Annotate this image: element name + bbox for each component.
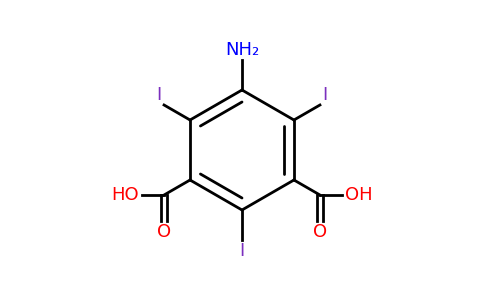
Text: I: I [240, 242, 244, 260]
Text: I: I [322, 85, 328, 103]
Text: I: I [156, 85, 162, 103]
Text: OH: OH [345, 186, 373, 204]
Text: NH₂: NH₂ [225, 40, 259, 58]
Text: O: O [157, 223, 171, 241]
Text: HO: HO [111, 186, 139, 204]
Text: O: O [313, 223, 327, 241]
